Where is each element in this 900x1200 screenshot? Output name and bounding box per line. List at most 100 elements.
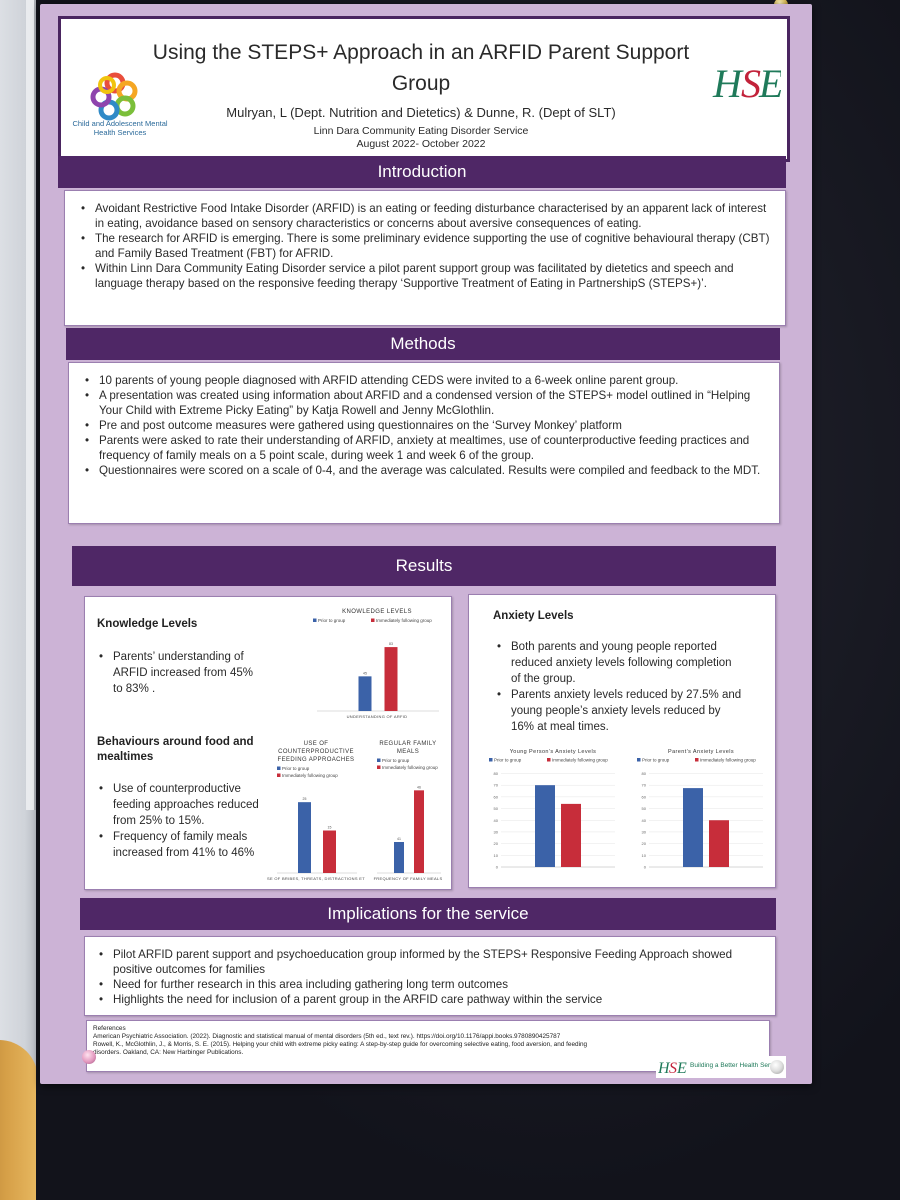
results-right-panel: Anxiety Levels Both parents and young pe…: [468, 594, 776, 888]
tick-label: 50: [642, 806, 647, 811]
category-label: FREQUENCY OF FAMILY MEALS: [374, 876, 443, 881]
introduction-list: Avoidant Restrictive Food Intake Disorde…: [77, 201, 773, 291]
legend-swatch: [489, 758, 493, 762]
tick-label: 60: [642, 794, 647, 799]
svg-text:S: S: [741, 61, 761, 106]
bar: [414, 790, 424, 873]
results-heading: Results: [72, 546, 776, 586]
chart-title: USE OF: [304, 741, 329, 747]
category-label: USE OF BRIBES, THREATS, DISTRACTIONS ETC: [267, 876, 365, 881]
svg-text:H: H: [712, 61, 744, 106]
data-label: 25: [303, 797, 307, 801]
data-label: 15: [328, 826, 332, 830]
legend-label: Prior to group: [494, 758, 522, 763]
legend-label: Immediately following group: [282, 773, 338, 778]
reference-item: Rowell, K., McGlothlin, J., & Morris, S.…: [93, 1041, 588, 1056]
tick-label: 60: [494, 794, 499, 799]
counterproductive-chart: USE OF COUNTERPRODUCTIVE FEEDING APPROACHE…: [267, 741, 365, 881]
tick-label: 40: [642, 818, 647, 823]
introduction-bullet: Within Linn Dara Community Eating Disord…: [77, 261, 773, 291]
tick-label: 30: [642, 829, 647, 834]
data-label: 83: [389, 642, 393, 646]
chair: [0, 1040, 38, 1200]
methods-panel: 10 parents of young people diagnosed wit…: [68, 362, 780, 524]
implications-heading: Implications for the service: [80, 898, 776, 930]
svg-text:H: H: [658, 1060, 671, 1077]
knowledge-chart: KNOWLEDGE LEVELS Prior to group Immediatel…: [313, 609, 439, 719]
methods-list: 10 parents of young people diagnosed wit…: [81, 373, 767, 478]
tick-label: 0: [496, 865, 499, 870]
bar: [384, 647, 398, 711]
chart-title: COUNTERPRODUCTIVE: [278, 749, 354, 755]
legend-label: Prior to group: [642, 758, 670, 763]
tick-label: 20: [642, 841, 647, 846]
legend-swatch: [637, 758, 641, 762]
tick-label: 70: [494, 783, 499, 788]
implications-bullet: Highlights the need for inclusion of a p…: [95, 992, 765, 1007]
introduction-bullet: Avoidant Restrictive Food Intake Disorde…: [77, 201, 773, 231]
methods-bullet: Questionnaires were scored on a scale of…: [81, 463, 767, 478]
organisation-name: Linn Dara Community Eating Disorder Serv…: [313, 125, 529, 137]
young-person-anxiety-chart: Young Person’s Anxiety Levels Prior to gr…: [489, 749, 615, 870]
poster: Child and Adolescent Mental Health Servi…: [40, 4, 812, 1084]
introduction-bullet: The research for ARFID is emerging. Ther…: [77, 231, 773, 261]
anxiety-heading: Anxiety Levels: [493, 610, 574, 622]
chart-title: KNOWLEDGE LEVELS: [342, 609, 412, 615]
poster-organisation: Linn Dara Community Eating Disorder Serv…: [141, 125, 701, 151]
tick-label: 80: [494, 771, 499, 776]
bar: [323, 830, 336, 873]
legend-label: Prior to group: [382, 758, 410, 763]
bar: [535, 785, 555, 867]
poster-authors: Mulryan, L (Dept. Nutrition and Dietetic…: [226, 105, 616, 120]
legend-swatch: [277, 773, 281, 777]
legend-swatch: [547, 758, 551, 762]
legend-swatch: [377, 758, 381, 762]
svg-text:E: E: [758, 61, 781, 106]
hse-footer-logo-icon: H S E: [658, 1060, 687, 1077]
legend-label: Immediately following group: [552, 758, 608, 763]
legend-label: Prior to group: [318, 618, 346, 623]
methods-bullet: 10 parents of young people diagnosed wit…: [81, 373, 767, 388]
legend-swatch: [377, 765, 381, 769]
pin-bottom-left: [82, 1050, 96, 1064]
knowledge-list: Parents’ understanding of ARFID increase…: [95, 649, 265, 697]
legend-label: Immediately following group: [382, 765, 438, 770]
chart-title: REGULAR FAMILY: [379, 741, 436, 747]
behaviours-bullet: Frequency of family meals increased from…: [95, 829, 263, 861]
tick-label: 70: [642, 783, 647, 788]
methods-heading: Methods: [66, 328, 780, 360]
introduction-panel: Avoidant Restrictive Food Intake Disorde…: [64, 190, 786, 326]
tick-label: 20: [494, 841, 499, 846]
legend-swatch: [313, 618, 317, 622]
hse-logo-icon: H S E: [712, 61, 781, 106]
implications-bullet: Need for further research in this area i…: [95, 977, 765, 992]
legend-swatch: [277, 766, 281, 770]
whiteboard-frame: [26, 0, 36, 810]
camhs-logo-text: Child and Adolescent Mental Health Servi…: [72, 119, 168, 137]
chart-title: FEEDING APPROACHES: [278, 757, 355, 763]
knowledge-heading: Knowledge Levels: [97, 618, 198, 630]
references-heading: References: [93, 1025, 126, 1032]
poster-dates: August 2022- October 2022: [356, 138, 486, 150]
bar: [561, 803, 581, 867]
anxiety-bullet: Parents anxiety levels reduced by 27.5% …: [493, 687, 743, 735]
tick-label: 0: [644, 865, 647, 870]
data-label: 41: [397, 837, 401, 841]
bar: [298, 802, 311, 873]
pin-bottom-right: [770, 1060, 784, 1074]
bar: [394, 842, 404, 873]
bar: [709, 820, 729, 867]
wall-left: [0, 0, 36, 1200]
legend-swatch: [371, 618, 375, 622]
anxiety-bullet: Both parents and young people reported r…: [493, 639, 743, 687]
parent-anxiety-chart: Parent’s Anxiety Levels Prior to group Imm…: [637, 749, 763, 870]
camhs-logo-icon: [90, 72, 138, 121]
footer-hse: H S E Building a Better Health Service: [656, 1056, 786, 1078]
chart-title: Young Person’s Anxiety Levels: [510, 749, 597, 755]
introduction-heading: Introduction: [58, 156, 786, 188]
implications-bullet: Pilot ARFID parent support and psychoedu…: [95, 947, 765, 977]
family-meals-chart: REGULAR FAMILY MEALS Prior to group Immedia…: [374, 741, 443, 881]
tick-label: 50: [494, 806, 499, 811]
bar: [358, 676, 372, 711]
methods-bullet: Parents were asked to rate their underst…: [81, 433, 767, 463]
